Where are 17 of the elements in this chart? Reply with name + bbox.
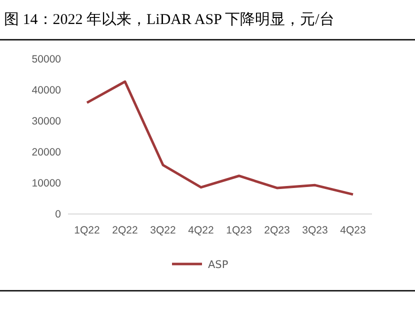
x-tick-label: 2Q23	[264, 224, 290, 236]
chart-title: 图 14：2022 年以来，LiDAR ASP 下降明显，元/台	[4, 11, 334, 28]
x-tick-label: 1Q22	[74, 224, 100, 236]
legend-label: ASP	[208, 259, 228, 271]
y-tick-label: 50000	[32, 53, 62, 66]
y-tick-label: 10000	[32, 177, 62, 190]
y-tick-label: 20000	[32, 146, 62, 158]
x-tick-label: 4Q23	[340, 224, 366, 236]
line-series	[86, 80, 354, 196]
y-tick-label: 0	[55, 208, 62, 220]
x-tick-label: 2Q22	[112, 224, 138, 236]
x-tick-label: 3Q22	[150, 224, 176, 236]
x-tick-label: 4Q22	[188, 224, 214, 236]
x-tick-label: 3Q23	[302, 224, 328, 236]
x-tick-label: 1Q23	[226, 224, 252, 236]
y-tick-label: 30000	[32, 115, 62, 128]
y-tick-label: 40000	[32, 84, 62, 96]
